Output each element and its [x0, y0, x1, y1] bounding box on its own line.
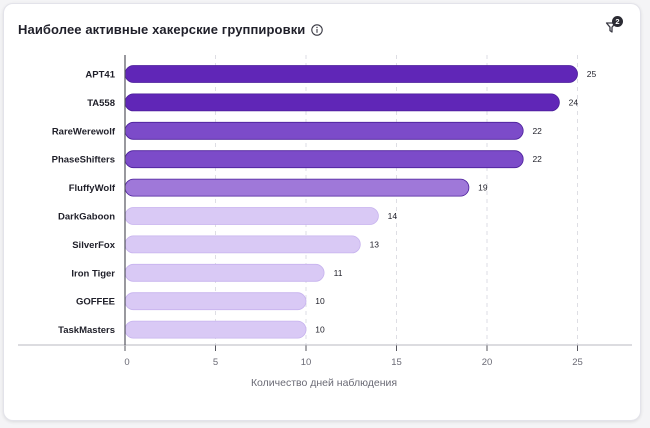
x-tick-label: 15	[391, 357, 402, 368]
y-category-label: TA558	[87, 98, 115, 109]
bar-value-label: 10	[315, 325, 325, 335]
x-tick-label: 20	[482, 357, 493, 368]
x-tick-label: 5	[213, 357, 218, 368]
bar-taskmasters[interactable]	[124, 320, 307, 339]
bar-value-label: 14	[388, 211, 398, 221]
y-category-label: GOFFEE	[76, 297, 115, 308]
bar-value-label: 25	[587, 69, 597, 79]
bar-silverfox[interactable]	[124, 235, 361, 254]
bar-darkgaboon[interactable]	[124, 207, 379, 225]
y-category-label: APT41	[85, 70, 115, 81]
bar-value-label: 24	[569, 97, 579, 107]
bar-fluffywolf[interactable]	[124, 178, 470, 197]
y-category-label: SilverFox	[72, 240, 115, 251]
info-circle-icon[interactable]	[311, 23, 324, 36]
bar-iron-tiger[interactable]	[124, 263, 325, 282]
card-title: Наиболее активные хакерские группировки	[18, 21, 306, 37]
bar-value-label: 10	[315, 296, 325, 306]
bars	[124, 65, 578, 339]
x-tick-label: 0	[124, 357, 129, 368]
bar-chart: 0 5 10 15 20 25 APT41 25 TA558 24 RareWerewolf 22 Ph…	[18, 55, 632, 389]
bar-apt41[interactable]	[124, 65, 578, 83]
bar-goffee[interactable]	[124, 292, 307, 311]
bar-value-label: 13	[370, 239, 380, 249]
card-header: Наиболее активные хакерские группировки	[18, 19, 324, 39]
x-axis-title: Количество дней наблюдения	[251, 377, 397, 389]
y-category-label: PhaseShifters	[52, 155, 115, 166]
bar-rarewerewolf[interactable]	[124, 121, 524, 140]
x-tick-label: 10	[301, 357, 312, 368]
chart-card: Наиболее активные хакерские группировки …	[3, 3, 641, 421]
bar-value-label: 22	[532, 126, 542, 136]
bar-phaseshifters[interactable]	[124, 150, 524, 169]
filter-button[interactable]: 2	[602, 16, 626, 40]
y-category-label: TaskMasters	[58, 325, 115, 336]
bar-value-label: 19	[478, 183, 488, 193]
x-tick-label: 25	[572, 357, 583, 368]
y-category-label: FluffyWolf	[69, 183, 116, 194]
axes: 0 5 10 15 20 25 APT41 25 TA558 24 RareWerewolf 22 Ph…	[18, 55, 632, 368]
y-category-label: Iron Tiger	[71, 268, 115, 279]
bar-value-label: 11	[334, 268, 343, 278]
y-category-label: RareWerewolf	[52, 126, 116, 137]
y-category-label: DarkGaboon	[58, 212, 115, 223]
bar-ta558[interactable]	[124, 93, 560, 112]
bar-value-label: 22	[532, 154, 542, 164]
filter-count-badge: 2	[612, 16, 623, 27]
